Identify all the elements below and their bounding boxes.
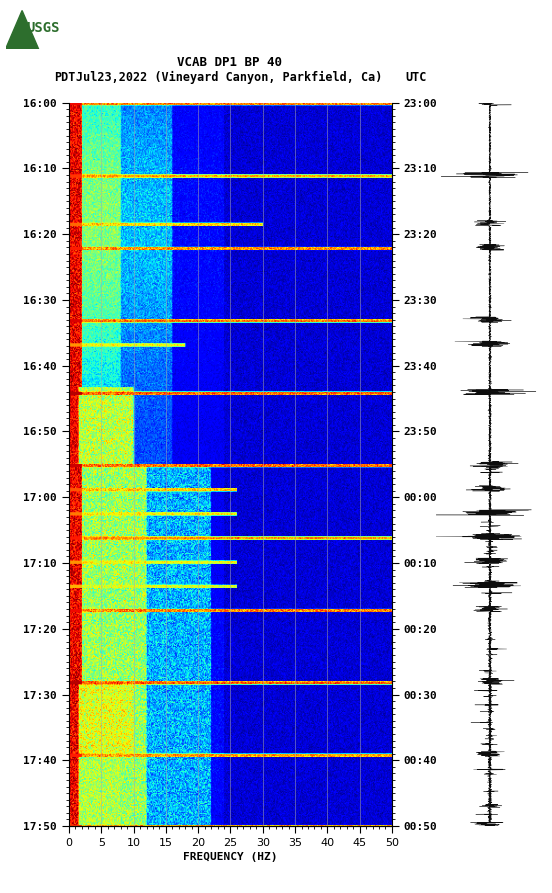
Text: USGS: USGS — [26, 21, 60, 35]
Polygon shape — [6, 11, 39, 49]
Text: UTC: UTC — [406, 71, 427, 84]
X-axis label: FREQUENCY (HZ): FREQUENCY (HZ) — [183, 852, 278, 862]
Text: PDT: PDT — [54, 71, 76, 84]
Text: Jul23,2022 (Vineyard Canyon, Parkfield, Ca): Jul23,2022 (Vineyard Canyon, Parkfield, … — [76, 71, 383, 84]
Text: VCAB DP1 BP 40: VCAB DP1 BP 40 — [177, 55, 282, 69]
